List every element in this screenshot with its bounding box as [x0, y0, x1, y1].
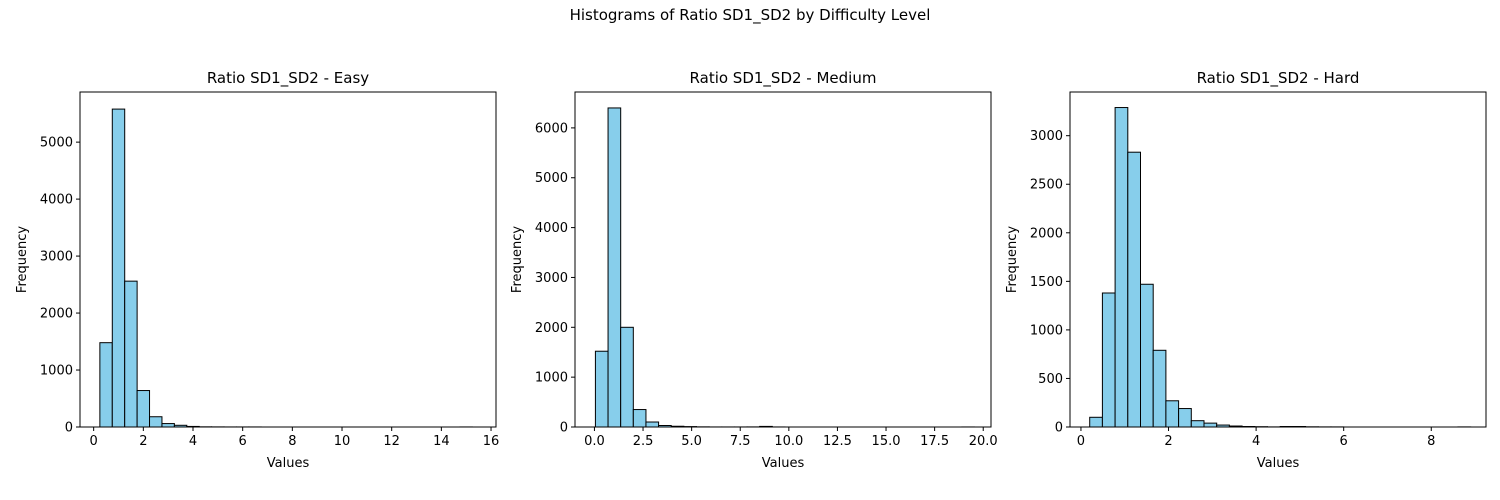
histogram-bar [1140, 283, 1154, 428]
y-tick-label: 2000 [535, 321, 568, 336]
y-tick-label: 1000 [535, 371, 568, 386]
x-tick-label: 6 [239, 434, 247, 449]
x-tick-label: 16 [483, 434, 500, 449]
x-axis-label: Values [762, 456, 805, 471]
y-tick-label: 0 [65, 421, 73, 436]
x-tick-label: 10.0 [774, 434, 803, 449]
axes-frame [1069, 91, 1487, 428]
x-tick-label: 17.5 [920, 434, 949, 449]
axes-frame [79, 91, 497, 428]
histogram-bar [1152, 349, 1167, 428]
x-tick-label: 6 [1340, 434, 1348, 449]
x-tick-label: 0 [1077, 434, 1085, 449]
y-tick-label: 3000 [535, 271, 568, 286]
x-tick-label: 20.0 [969, 434, 998, 449]
axes-frame [574, 91, 992, 428]
y-tick-label: 500 [1038, 372, 1063, 387]
x-tick-label: 0 [90, 434, 98, 449]
y-tick-label: 0 [560, 421, 568, 436]
y-tick-label: 0 [1055, 421, 1063, 436]
y-tick-label: 4000 [535, 221, 568, 236]
histogram-bar [1089, 416, 1103, 428]
histogram-bar [1127, 151, 1142, 428]
chart-title: Ratio SD1_SD2 - Hard [1197, 69, 1360, 88]
y-tick-label: 2500 [1030, 178, 1063, 193]
x-tick-label: 12 [383, 434, 400, 449]
histogram-bar [1203, 422, 1218, 428]
x-tick-label: 15.0 [872, 434, 901, 449]
histogram-bar [1101, 292, 1116, 428]
y-tick-label: 3000 [1030, 129, 1063, 144]
y-tick-label: 1000 [40, 364, 73, 379]
x-axis-label: Values [267, 456, 310, 471]
y-tick-label: 6000 [535, 121, 568, 136]
histogram-bar [1178, 408, 1192, 428]
x-tick-label: 5.0 [681, 434, 702, 449]
y-tick-label: 2000 [1030, 226, 1063, 241]
x-tick-label: 8 [288, 434, 296, 449]
x-axis-label: Values [1257, 456, 1300, 471]
x-tick-label: 10 [334, 434, 351, 449]
y-axis-label: Frequency [1005, 226, 1020, 293]
histogram-bar [1190, 420, 1205, 428]
x-tick-label: 2.5 [633, 434, 654, 449]
y-tick-label: 1000 [1030, 323, 1063, 338]
y-tick-label: 5000 [40, 136, 73, 151]
y-tick-label: 5000 [535, 171, 568, 186]
x-tick-label: 2 [139, 434, 147, 449]
x-tick-label: 7.5 [730, 434, 751, 449]
x-tick-label: 2 [1164, 434, 1172, 449]
y-tick-label: 1500 [1030, 275, 1063, 290]
x-tick-label: 4 [189, 434, 197, 449]
figure-title: Histograms of Ratio SD1_SD2 by Difficult… [569, 6, 931, 24]
y-tick-label: 2000 [40, 307, 73, 322]
chart-title: Ratio SD1_SD2 - Medium [690, 69, 877, 88]
histogram-bar [1114, 107, 1129, 428]
chart-title: Ratio SD1_SD2 - Easy [207, 69, 369, 88]
x-tick-label: 8 [1427, 434, 1435, 449]
y-axis-label: Frequency [15, 226, 30, 293]
x-tick-label: 12.5 [823, 434, 852, 449]
histogram-bar [1165, 400, 1180, 428]
y-tick-label: 3000 [40, 250, 73, 265]
x-tick-label: 0.0 [584, 434, 605, 449]
x-tick-label: 4 [1252, 434, 1260, 449]
y-tick-label: 4000 [40, 193, 73, 208]
x-tick-label: 14 [433, 434, 450, 449]
y-axis-label: Frequency [510, 226, 525, 293]
